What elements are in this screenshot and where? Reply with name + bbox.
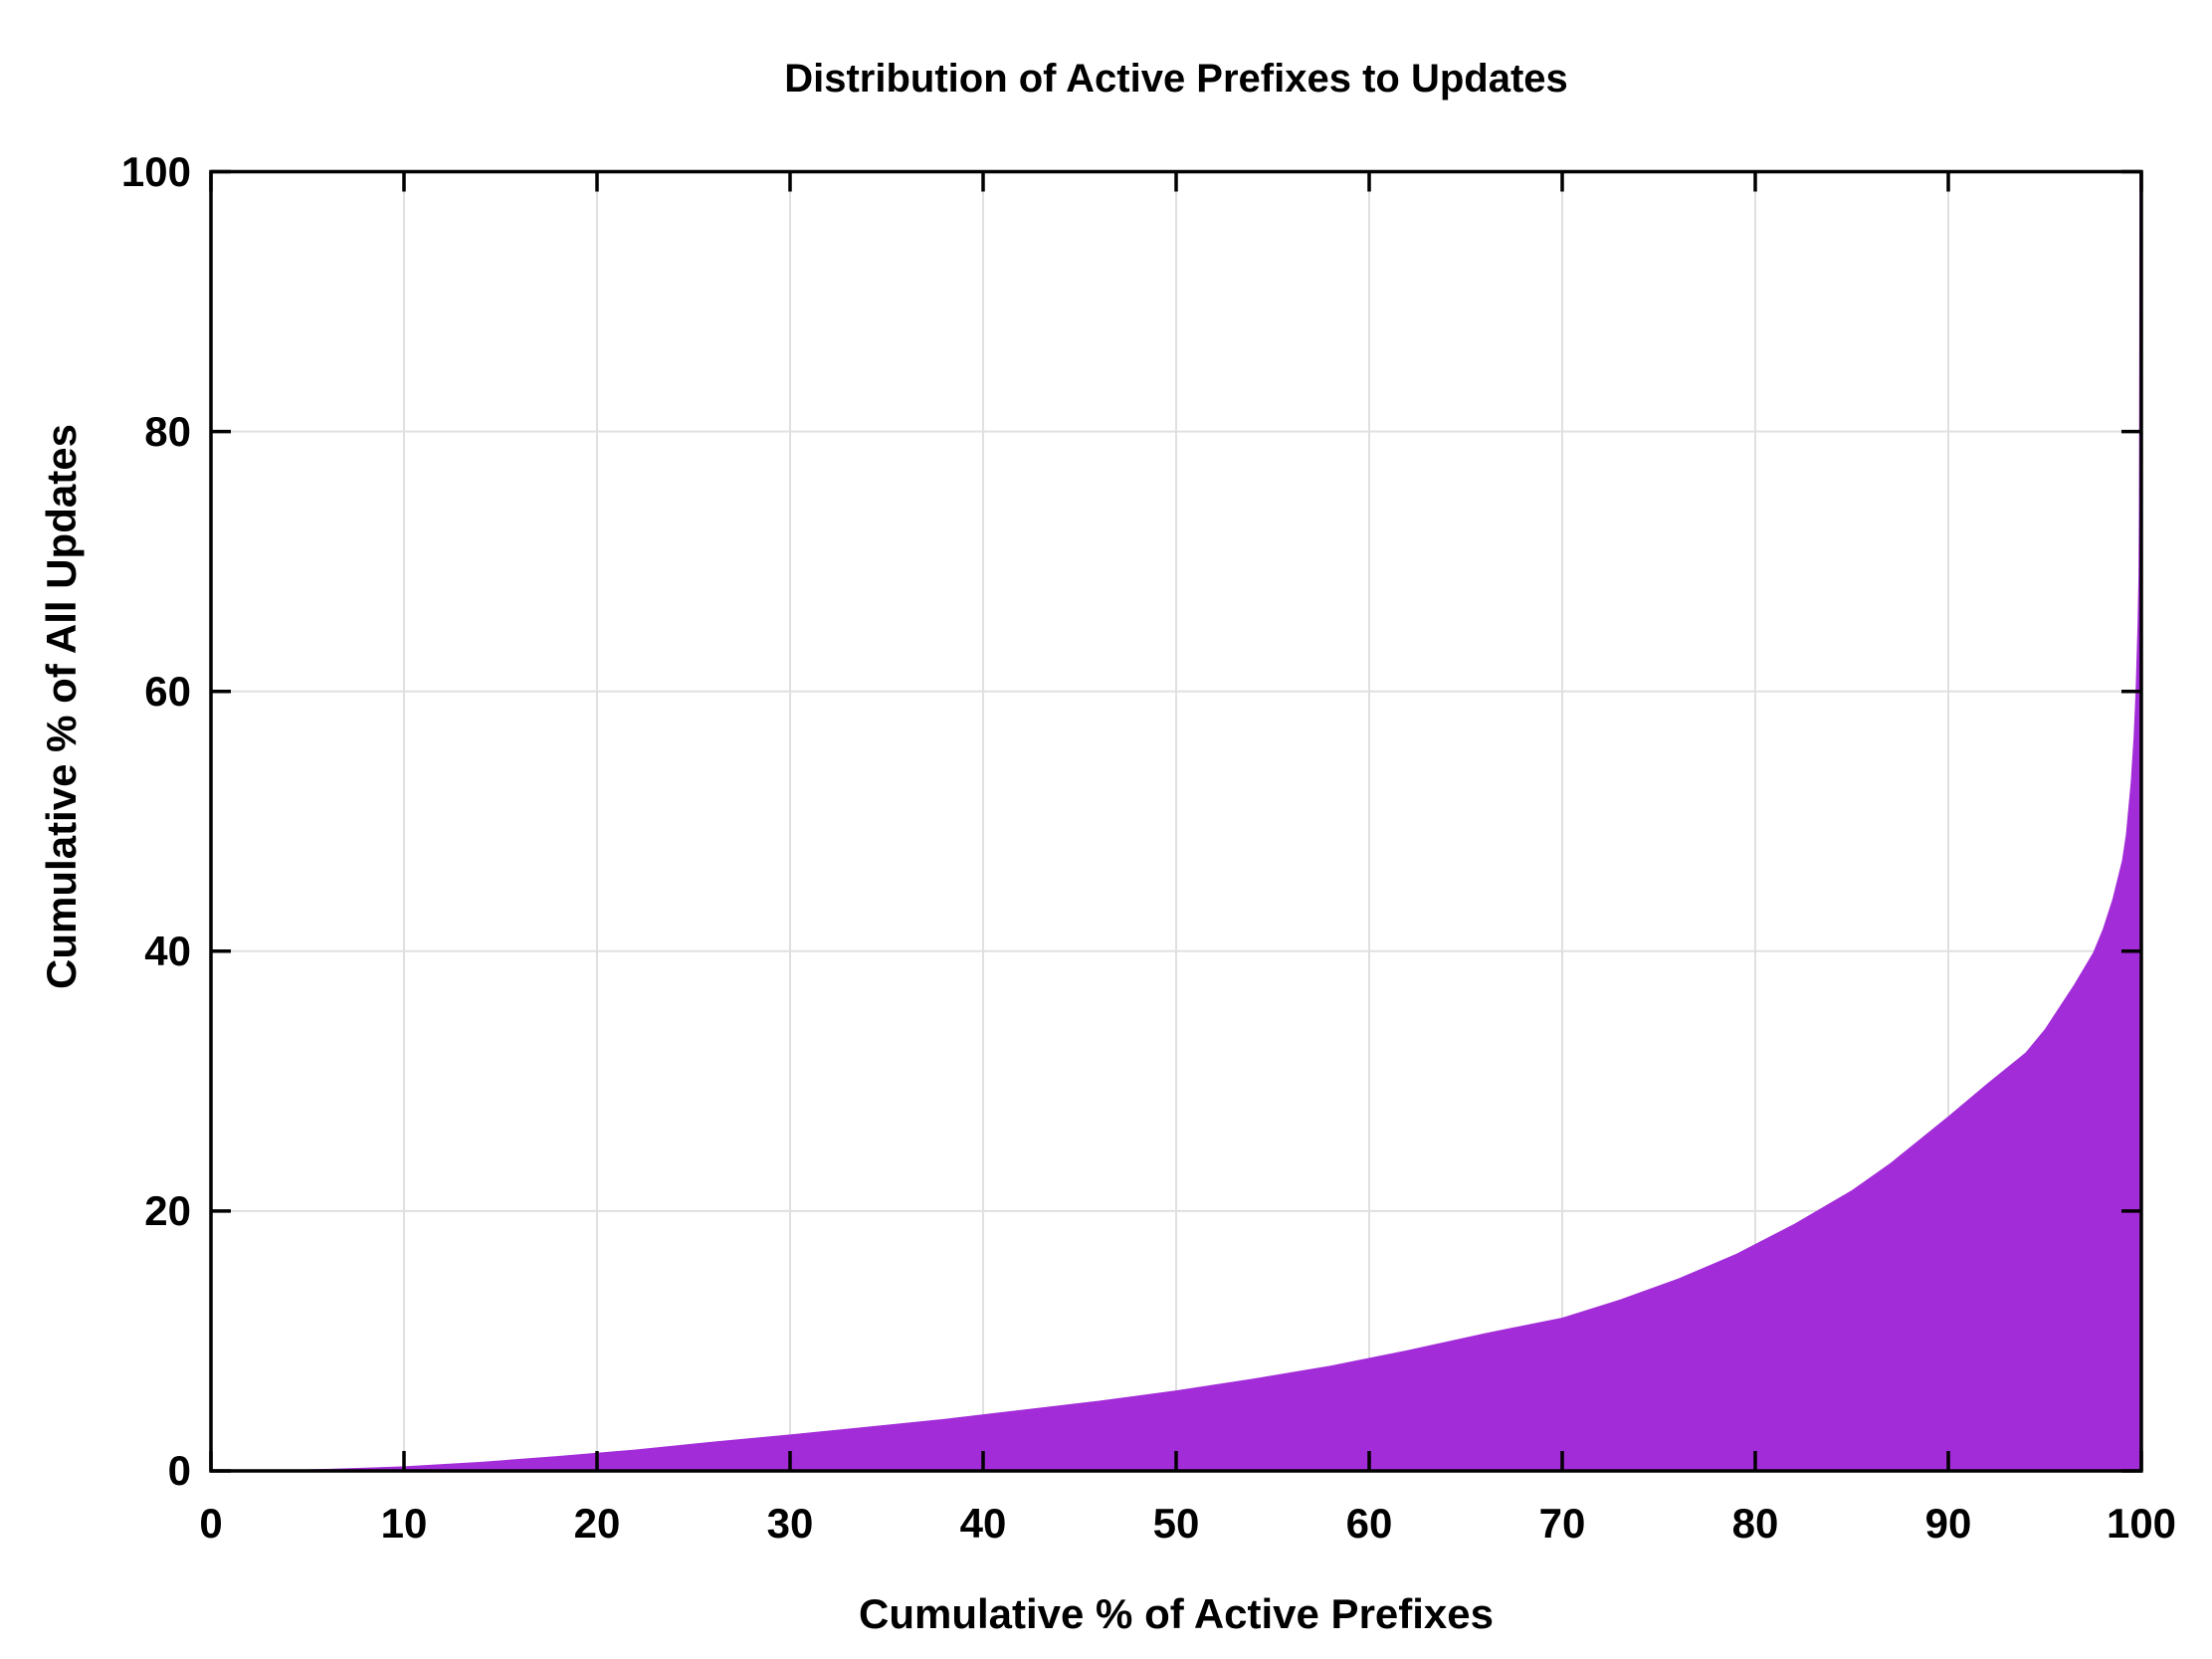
x-tick-label-90: 90 bbox=[1924, 1500, 1972, 1547]
y-tick-label-20: 20 bbox=[144, 1186, 191, 1234]
y-tick-label-100: 100 bbox=[120, 147, 191, 195]
x-tick-label-100: 100 bbox=[2106, 1500, 2177, 1547]
x-tick-label-40: 40 bbox=[959, 1500, 1007, 1547]
x-axis-label: Cumulative % of Active Prefixes bbox=[859, 1590, 1494, 1637]
x-tick-label-0: 0 bbox=[199, 1500, 223, 1547]
x-tick-label-70: 70 bbox=[1538, 1500, 1586, 1547]
x-tick-label-80: 80 bbox=[1731, 1500, 1779, 1547]
y-tick-label-0: 0 bbox=[167, 1447, 191, 1494]
x-tick-label-50: 50 bbox=[1152, 1500, 1200, 1547]
chart-title: Distribution of Active Prefixes to Updat… bbox=[784, 57, 1568, 101]
y-tick-label-80: 80 bbox=[144, 407, 191, 455]
x-tick-label-10: 10 bbox=[380, 1500, 428, 1547]
y-tick-label-60: 60 bbox=[144, 667, 191, 715]
x-tick-label-60: 60 bbox=[1345, 1500, 1393, 1547]
plot-frame bbox=[209, 169, 2143, 1473]
x-tick-label-20: 20 bbox=[573, 1500, 621, 1547]
area-series bbox=[211, 171, 2141, 1471]
y-tick-label-40: 40 bbox=[144, 927, 191, 974]
x-tick-label-30: 30 bbox=[766, 1500, 814, 1547]
